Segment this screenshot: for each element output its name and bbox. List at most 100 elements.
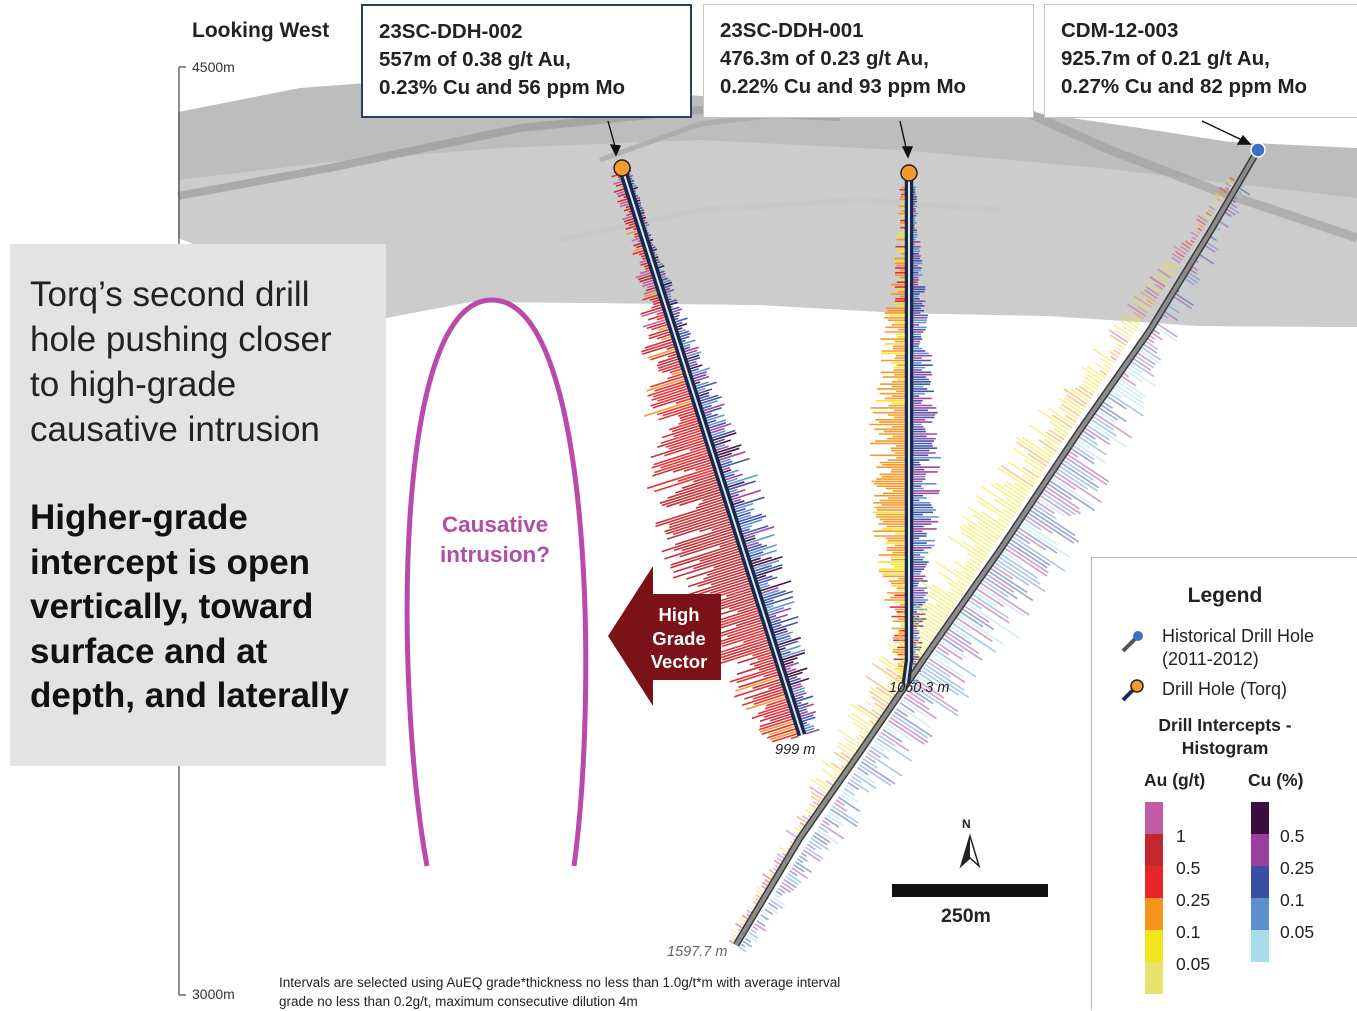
cdm-au-bar [1114,350,1121,354]
cu-value-0-1: 0.1 [1280,890,1304,911]
callout-interval-cu-mo: 0.27% Cu and 82 ppm Mo [1061,73,1341,101]
cdm-cu-bar [1053,471,1101,503]
ddh002-au-bar [633,228,637,229]
ddh002-cu-bar [637,200,640,201]
ddh002-cu-bar [638,203,641,204]
ddh002-cu-bar [683,345,690,347]
cdm-au-bar [729,941,732,943]
cdm-au-bar [960,527,992,548]
cdm-au-bar [1095,363,1109,372]
cdm-au-bar [1043,447,1055,455]
ddh002-au-bar [638,241,641,242]
cdm-au-bar [839,730,863,746]
ddh002-cu-bar [691,369,699,372]
cdm-au-bar [962,541,987,557]
au-value-0-1: 0.1 [1176,922,1200,943]
callout-interval-cu-mo: 0.22% Cu and 93 ppm Mo [720,73,1017,101]
cdm-au-bar [975,545,989,554]
ddh002-au-bar [643,258,647,259]
callout-hole-id: 23SC-DDH-002 [379,18,674,46]
au-swatch-low [1145,962,1163,994]
cdm-cu-bar [904,697,936,718]
ddh002-cu-bar [804,724,810,726]
cdm-cu-bar [968,600,981,609]
legend-historical-drill-hole: Historical Drill Hole (2011-2012) [1162,625,1314,671]
legend-cu-header: Cu (%) [1248,770,1303,791]
callout-cdm-12-003: CDM-12-003 925.7m of 0.21 g/t Au, 0.27% … [1044,4,1357,118]
collar-marker-23sc-ddh-001 [901,165,917,181]
au-swatch-0-25 [1145,866,1163,898]
ddh002-cu-bar [800,712,808,715]
collar-marker-23sc-ddh-002 [614,160,630,176]
historical-drill-hole-icon [1120,628,1146,654]
scale-bar-label: 250m [941,905,991,928]
ddh002-cu-bar [631,181,635,182]
cdm-cu-bar [1084,424,1109,440]
view-direction-title: Looking West [192,19,329,43]
ddh002-cu-bar [766,606,773,608]
cdm-au-bar [732,930,739,935]
cdm-cu-bar [741,944,745,946]
annotation-text: Torq’s second drill hole pushing closer … [30,272,366,452]
ddh002-au-bar [657,312,664,314]
causative-intrusion-outline [407,300,586,866]
cdm-au-bar [1082,384,1095,393]
ddh002-cu-bar [798,704,814,709]
callout-hole-id: 23SC-DDH-001 [720,17,1017,45]
cdm-au-bar [1023,476,1035,484]
scale-bar [892,884,1048,897]
au-value-1: 1 [1176,826,1186,847]
cdm-cu-bar [885,727,897,735]
cdm-au-bar [978,501,1010,522]
cdm-au-bar [1006,498,1020,507]
cdm-cu-bar [772,897,784,905]
cdm-au-bar [874,703,885,711]
ddh002-cu-bar [674,318,678,319]
cdm-cu-bar [962,609,993,630]
cdm-au-bar [1101,359,1113,367]
annotation-panel: Torq’s second drill hole pushing closer … [10,244,386,766]
legend-histogram-title: Drill Intercepts - Histogram [1092,714,1357,760]
cdm-au-bar [982,512,1006,528]
cdm-au-bar [1001,466,1033,487]
high-grade-vector-label: High Grade Vector [641,603,717,674]
cdm-au-bar [1014,449,1045,470]
ddh002-au-bar [737,670,777,683]
cdm-cu-bar [997,556,1040,584]
cdm-cu-bar [947,632,979,653]
cdm-au-bar [991,484,1022,504]
cdm-cu-bar [1005,544,1048,573]
ddh002-cu-bar [639,208,642,209]
ddh002-cu-bar [655,257,659,258]
cdm-cu-bar [823,821,830,825]
cdm-cu-bar [759,918,762,920]
cdm-cu-bar [896,709,907,716]
cdm-au-bar [1039,410,1071,431]
ddh002-cu-bar [684,347,690,349]
au-swatch-0-05 [1145,930,1163,962]
cdm-au-bar [1054,429,1066,437]
cdm-cu-bar [1032,503,1057,519]
cdm-cu-bar [995,559,1045,592]
cdm-au-bar [739,918,746,923]
cdm-cu-bar [798,859,804,863]
cdm-cu-bar [776,891,782,895]
cdm-cu-bar [1090,415,1113,430]
cdm-cu-bar [1015,529,1046,550]
cdm-cu-bar [739,947,746,952]
cdm-au-bar [973,514,1003,533]
callout-interval-au: 925.7m of 0.21 g/t Au, [1061,45,1341,73]
cdm-cu-bar [1065,453,1109,482]
cdm-au-bar [1083,381,1097,390]
cdm-cu-bar [1071,444,1094,459]
cdm-cu-bar [788,874,801,883]
ddh002-cu-bar [799,709,807,712]
ddh002-cu-bar [769,616,776,618]
cdm-au-bar [1029,425,1060,446]
annotation-bold-text: Higher-grade intercept is open verticall… [30,496,366,719]
legend-title: Legend [1092,584,1357,608]
cdm-cu-bar [937,647,949,655]
cdm-cu-bar [801,853,806,856]
ddh002-au-bar [762,724,795,734]
cdm-cu-bar [949,629,972,644]
